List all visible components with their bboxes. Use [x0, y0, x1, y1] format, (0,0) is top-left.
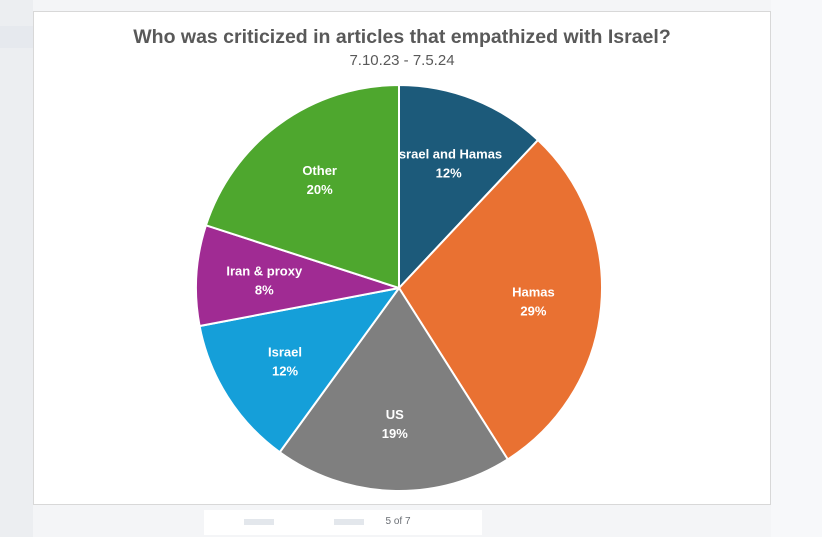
slice-label-us: US [386, 407, 404, 422]
slice-value-iran-proxy: 8% [255, 283, 274, 298]
pie-chart: Israel and Hamas 12% Hamas 29% US 19% Israel 12… [195, 83, 603, 492]
slice-value-israel-and-hamas: 12% [436, 165, 462, 180]
slice-label-iran-proxy: Iran & proxy [226, 264, 303, 279]
pie-slice-us [278, 286, 510, 492]
pie-slice-iran-proxy [195, 224, 400, 328]
pie-slice-israel [198, 286, 402, 454]
page-indicator: 5 of 7 [385, 516, 411, 527]
pie-slice-other [204, 83, 400, 290]
slice-value-us: 19% [382, 426, 408, 441]
chart-card: Who was criticized in articles that empa… [33, 11, 771, 505]
pie-slice-israel-and-hamas [398, 83, 540, 291]
slice-label-other: Other [302, 163, 337, 178]
slice-label-hamas: Hamas [512, 285, 555, 300]
nav-track-left [244, 519, 274, 525]
slice-label-israel: Israel [268, 344, 302, 359]
nav-track-right [334, 519, 364, 525]
chart-title: Who was criticized in articles that empa… [133, 26, 671, 48]
pie-slice-hamas [397, 138, 603, 461]
background-top-strip [0, 26, 33, 48]
background-right-panel [771, 0, 822, 537]
slice-value-hamas: 29% [520, 304, 546, 319]
slice-value-israel: 12% [272, 363, 298, 378]
page-navigation-bar [204, 510, 482, 535]
slice-label-israel-and-hamas: Israel and Hamas [395, 146, 502, 161]
slice-value-other: 20% [307, 182, 333, 197]
chart-subtitle: 7.10.23 - 7.5.24 [349, 52, 455, 69]
background-left-panel [0, 0, 33, 537]
